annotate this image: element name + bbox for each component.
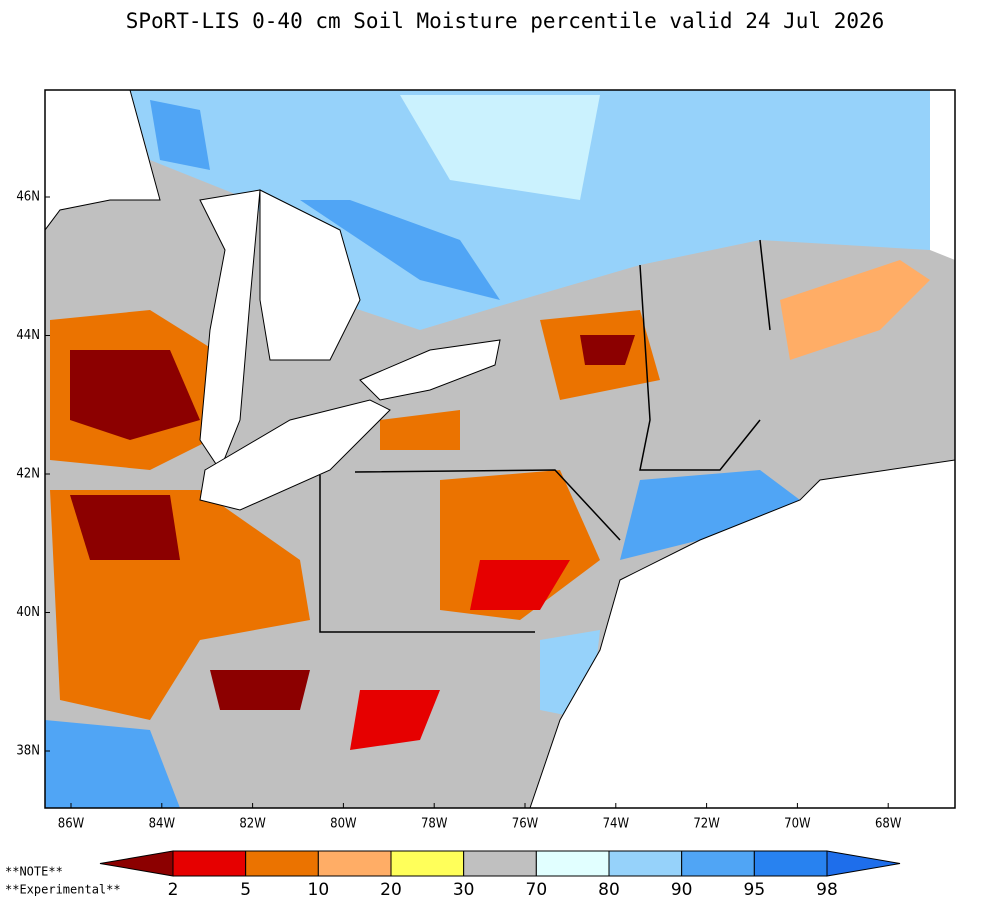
colorbar-segment [681,850,755,877]
lat-labels: 46N 44N 42N 40N 38N [16,190,50,759]
colorbar-segment [245,850,319,877]
lon-label: 78W [421,817,448,832]
map-frame [44,89,956,809]
colorbar-label: 2 [168,880,179,900]
colorbar-label: 5 [240,880,251,900]
colorbar-label: 30 [453,880,475,900]
colorbar-segment [463,850,537,877]
colorbar-label: 80 [598,880,620,900]
lon-label: 76W [512,817,539,832]
colorbar-label: 70 [526,880,548,900]
colorbar-segment [608,850,683,877]
lon-label: 84W [149,817,176,832]
colorbar-segment [535,850,610,877]
colorbar-segment [753,850,828,877]
lon-label: 80W [330,817,357,832]
lon-labels: 86W 84W 82W 80W 78W 76W 74W 72W 70W 68W [58,803,902,832]
lon-label: 74W [603,817,630,832]
colorbar-label: 10 [308,880,330,900]
lat-label: 44N [16,328,40,343]
colorbar-label: 95 [744,880,766,900]
lon-label: 72W [693,817,720,832]
colorbar-segment [390,850,465,877]
lon-label: 86W [58,817,85,832]
lat-label: 40N [16,605,40,620]
colorbar-end [826,850,901,877]
lon-label: 70W [784,817,811,832]
lon-label: 82W [239,817,266,832]
note: **NOTE** [5,865,63,879]
lat-label: 42N [16,467,40,482]
colorbar-label: 98 [816,880,838,900]
colorbar-segment [172,850,247,877]
note: **Experimental** [5,883,121,897]
colorbar-segment [317,850,392,877]
lon-label: 68W [875,817,902,832]
colorbar-label: 90 [671,880,693,900]
colorbar-label: 20 [380,880,402,900]
colorbar: 2 5 10 20 30 70 80 90 95 98 [99,850,901,900]
colorbar-end [99,850,174,877]
map [45,90,955,808]
lat-label: 38N [16,744,40,759]
map-title: SPoRT-LIS 0-40 cm Soil Moisture percenti… [126,9,885,33]
lat-label: 46N [16,190,40,205]
